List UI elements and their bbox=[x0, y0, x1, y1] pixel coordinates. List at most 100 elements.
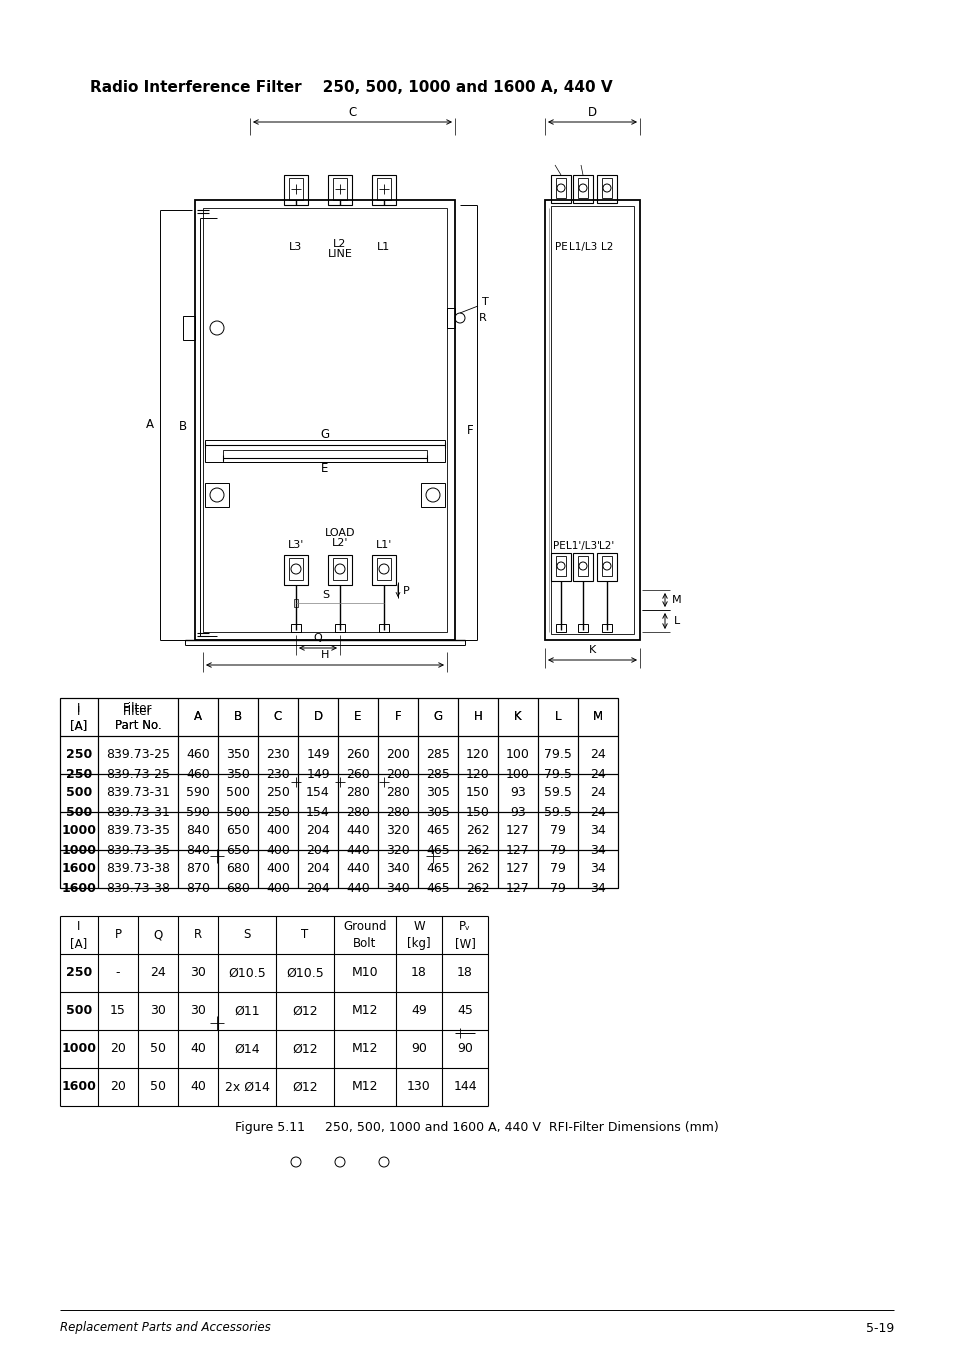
Text: 680: 680 bbox=[226, 881, 250, 894]
Text: R: R bbox=[478, 313, 486, 323]
Text: L: L bbox=[673, 616, 679, 626]
Text: G: G bbox=[320, 428, 329, 442]
Bar bbox=[376, 178, 391, 200]
Text: 440: 440 bbox=[346, 843, 370, 857]
Text: Pᵥ: Pᵥ bbox=[458, 920, 471, 934]
Text: 260: 260 bbox=[346, 767, 370, 781]
Text: M12: M12 bbox=[352, 1043, 377, 1055]
Text: 40: 40 bbox=[190, 1043, 206, 1055]
Text: 262: 262 bbox=[466, 862, 489, 875]
Text: L2': L2' bbox=[598, 540, 614, 551]
Text: 90: 90 bbox=[456, 1043, 473, 1055]
Text: 45: 45 bbox=[456, 1005, 473, 1017]
Bar bbox=[601, 178, 612, 199]
Text: 500: 500 bbox=[226, 786, 250, 800]
Text: 280: 280 bbox=[346, 805, 370, 819]
Text: 24: 24 bbox=[590, 748, 605, 762]
Text: R: R bbox=[193, 928, 202, 942]
Text: A: A bbox=[146, 419, 153, 431]
Text: 650: 650 bbox=[226, 843, 250, 857]
Text: E: E bbox=[354, 711, 361, 724]
Text: 340: 340 bbox=[386, 881, 410, 894]
Text: Q: Q bbox=[153, 928, 162, 942]
Text: 500: 500 bbox=[226, 805, 250, 819]
Text: Ø14: Ø14 bbox=[233, 1043, 259, 1055]
Bar bbox=[578, 178, 587, 199]
Text: 34: 34 bbox=[590, 843, 605, 857]
Text: 34: 34 bbox=[590, 824, 605, 838]
Text: Filter: Filter bbox=[123, 703, 152, 715]
Text: 50: 50 bbox=[150, 1081, 166, 1093]
Text: L1/L3: L1/L3 bbox=[568, 242, 597, 253]
Text: P: P bbox=[114, 928, 121, 942]
Text: D: D bbox=[587, 105, 597, 119]
Text: 100: 100 bbox=[505, 748, 529, 762]
Bar bbox=[551, 205, 634, 634]
Text: M12: M12 bbox=[352, 1081, 377, 1093]
Text: 20: 20 bbox=[110, 1043, 126, 1055]
Text: 154: 154 bbox=[306, 805, 330, 819]
Text: 250: 250 bbox=[66, 966, 92, 979]
Text: E: E bbox=[321, 462, 329, 474]
Text: 465: 465 bbox=[426, 824, 450, 838]
Text: L2: L2 bbox=[600, 242, 613, 253]
Text: 1600: 1600 bbox=[62, 1081, 96, 1093]
Text: 650: 650 bbox=[226, 824, 250, 838]
Text: Ø11: Ø11 bbox=[233, 1005, 259, 1017]
Bar bbox=[328, 555, 352, 585]
Text: 59.5: 59.5 bbox=[543, 805, 572, 819]
Text: 839.73-38: 839.73-38 bbox=[106, 881, 170, 894]
Text: Radio Interference Filter    250, 500, 1000 and 1600 A, 440 V: Radio Interference Filter 250, 500, 1000… bbox=[90, 81, 612, 96]
Text: 340: 340 bbox=[386, 862, 410, 875]
Text: 79: 79 bbox=[550, 843, 565, 857]
Text: 1000: 1000 bbox=[61, 824, 96, 838]
Bar bbox=[205, 440, 444, 462]
Text: H: H bbox=[473, 711, 482, 724]
Text: 204: 204 bbox=[306, 862, 330, 875]
Text: I: I bbox=[77, 920, 81, 934]
Text: F: F bbox=[395, 711, 401, 724]
Text: [A]: [A] bbox=[71, 719, 88, 732]
Text: F: F bbox=[466, 423, 473, 436]
Text: 24: 24 bbox=[590, 767, 605, 781]
Text: Ground: Ground bbox=[343, 920, 386, 934]
Bar bbox=[223, 450, 427, 462]
Text: 460: 460 bbox=[186, 748, 210, 762]
Text: 500: 500 bbox=[66, 786, 92, 800]
Text: T: T bbox=[301, 928, 309, 942]
Bar bbox=[556, 178, 565, 199]
Text: 34: 34 bbox=[590, 881, 605, 894]
Text: H: H bbox=[320, 650, 329, 661]
Text: 24: 24 bbox=[150, 966, 166, 979]
Bar bbox=[333, 558, 347, 580]
Bar bbox=[578, 624, 587, 632]
Text: L2: L2 bbox=[333, 239, 346, 249]
Text: 280: 280 bbox=[386, 805, 410, 819]
Text: 20: 20 bbox=[110, 1081, 126, 1093]
Text: Ø12: Ø12 bbox=[292, 1081, 317, 1093]
Text: 204: 204 bbox=[306, 881, 330, 894]
Bar bbox=[284, 555, 308, 585]
Bar bbox=[378, 624, 389, 632]
Text: 127: 127 bbox=[506, 843, 529, 857]
Text: 24: 24 bbox=[590, 786, 605, 800]
Bar bbox=[573, 176, 593, 203]
Bar bbox=[601, 624, 612, 632]
Text: 262: 262 bbox=[466, 881, 489, 894]
Text: 262: 262 bbox=[466, 843, 489, 857]
Text: Ø10.5: Ø10.5 bbox=[228, 966, 266, 979]
Text: L3': L3' bbox=[288, 540, 304, 550]
Text: 305: 305 bbox=[426, 786, 450, 800]
Text: 870: 870 bbox=[186, 862, 210, 875]
Text: L: L bbox=[554, 711, 560, 724]
Text: L: L bbox=[554, 711, 560, 724]
Text: 127: 127 bbox=[506, 881, 529, 894]
Bar bbox=[284, 176, 308, 205]
Text: 79: 79 bbox=[550, 862, 565, 875]
Text: 149: 149 bbox=[306, 748, 330, 762]
Bar bbox=[601, 557, 612, 576]
Text: 130: 130 bbox=[407, 1081, 431, 1093]
Text: 262: 262 bbox=[466, 824, 489, 838]
Text: -: - bbox=[115, 966, 120, 979]
Text: Part No.: Part No. bbox=[114, 719, 161, 732]
